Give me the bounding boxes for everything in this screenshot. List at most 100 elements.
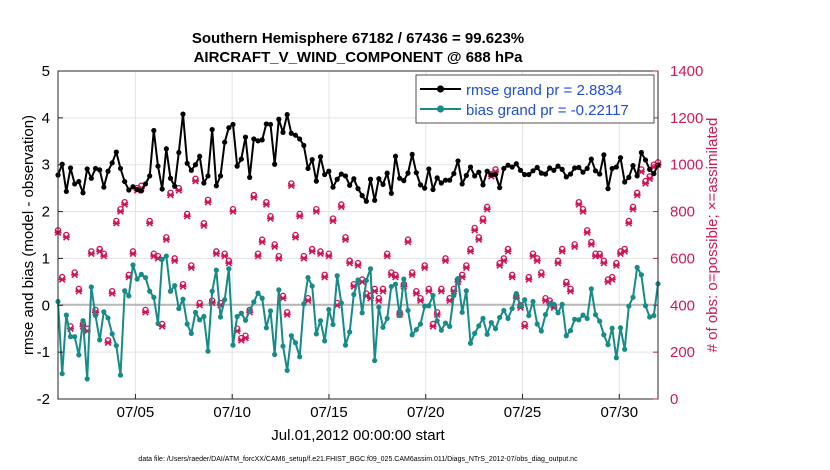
obs-possible-point [421,262,428,269]
rmse-point [492,171,499,178]
rmse-point [301,142,307,149]
rmse-point [380,181,386,187]
bias-point [251,299,257,305]
obs-possible-point [258,236,266,243]
bias-point [167,288,174,294]
bias-point [234,313,240,320]
chart-title: Southern Hemisphere 67182 / 67436 = 99.6… [192,30,524,47]
bias-point [213,267,219,273]
rmse-point [588,156,594,162]
y-left-tick-label: -1 [37,344,50,361]
bias-point [488,320,494,326]
y-left-label: rmse and bias (model - observation) [20,115,37,355]
rmse-point [488,172,494,178]
obs-possible-point [96,245,103,253]
data-file-footer: data file: /Users/raeder/DAI/ATM_forcXX/… [138,456,578,463]
rmse-point [76,178,82,185]
obs-possible-point [296,210,303,218]
chart-subtitle: AIRCRAFT_V_WIND_COMPONENT @ 688 hPa [194,49,524,66]
rmse-point [517,167,524,173]
bias-point [142,275,149,281]
y-right-tick-label: 1000 [670,157,703,174]
rmse-point [563,174,569,180]
rmse-point [251,136,257,142]
legend-box [415,74,655,124]
rmse-point [347,182,353,188]
bias-point [301,301,307,307]
rmse-point [92,165,99,172]
rmse-point [551,167,557,173]
bias-point [176,305,182,312]
bias-point [576,317,582,323]
obs-possible-point [588,238,595,246]
bias-point [338,300,344,306]
obs-possible-point [483,203,491,211]
bias-point [526,312,532,319]
bias-point [442,320,449,326]
bias-point [492,326,499,332]
rmse-point [530,168,536,174]
obs-possible-point [192,175,199,183]
bias-point [63,312,69,318]
bias-point [351,291,357,298]
rmse-point [351,176,357,182]
y-right-tick-label: 1200 [670,110,703,127]
obs-possible-point [442,255,449,262]
rmse-point [330,184,336,190]
bias-point [384,315,390,322]
bias-point [222,297,228,303]
bias-point [447,323,453,329]
obs-possible-point [379,285,387,293]
bias-point [472,330,478,336]
rmse-point [238,156,244,162]
rmse-point [442,177,449,183]
rmse-point [455,158,461,164]
obs-possible-point [292,231,299,239]
rmse-point [217,173,224,179]
obs-possible-point [563,278,570,286]
bias-point [122,288,128,294]
rmse-point [630,163,636,169]
rmse-point [176,149,182,156]
rmse-point [147,173,153,179]
rmse-point [280,129,286,135]
bias-point [542,312,549,318]
legend-label-bias: bias grand pr = -0.22117 [466,102,629,119]
rmse-point [363,198,369,204]
obs-possible-point [596,250,603,257]
bias-point [242,317,249,323]
rmse-point [126,187,132,193]
rmse-point [213,183,219,189]
bias-point [401,276,407,282]
obs-possible-point [467,245,474,253]
rmse-point [513,161,519,167]
bias-point [84,376,90,382]
bias-point [530,298,536,305]
x-tick-label: 07/25 [504,404,542,421]
obs-possible-point [479,215,487,222]
rmse-point [472,173,478,179]
obs-possible-point [417,295,424,302]
obs-possible-point [575,198,583,206]
bias-point [484,331,490,337]
obs-possible-point [521,320,528,328]
bias-point [263,325,269,331]
bias-point [651,312,657,319]
obs-possible-point [171,255,178,262]
rmse-point [317,154,324,160]
rmse-point [580,169,586,175]
bias-point [163,253,169,259]
obs-possible-point [571,241,578,248]
legend-label-rmse: rmse grand pr = 2.8834 [466,82,622,99]
rmse-point [572,165,578,171]
y-right-tick-label: 600 [670,250,695,267]
rmse-point [292,132,299,138]
obs-possible-point [283,309,291,316]
obs-possible-point [367,292,374,300]
rmse-point [138,188,144,194]
obs-possible-point [108,287,116,295]
rmse-point [367,176,374,182]
bias-point [547,301,553,307]
y-left-tick-label: 3 [42,157,50,174]
obs-possible-point [121,198,128,206]
